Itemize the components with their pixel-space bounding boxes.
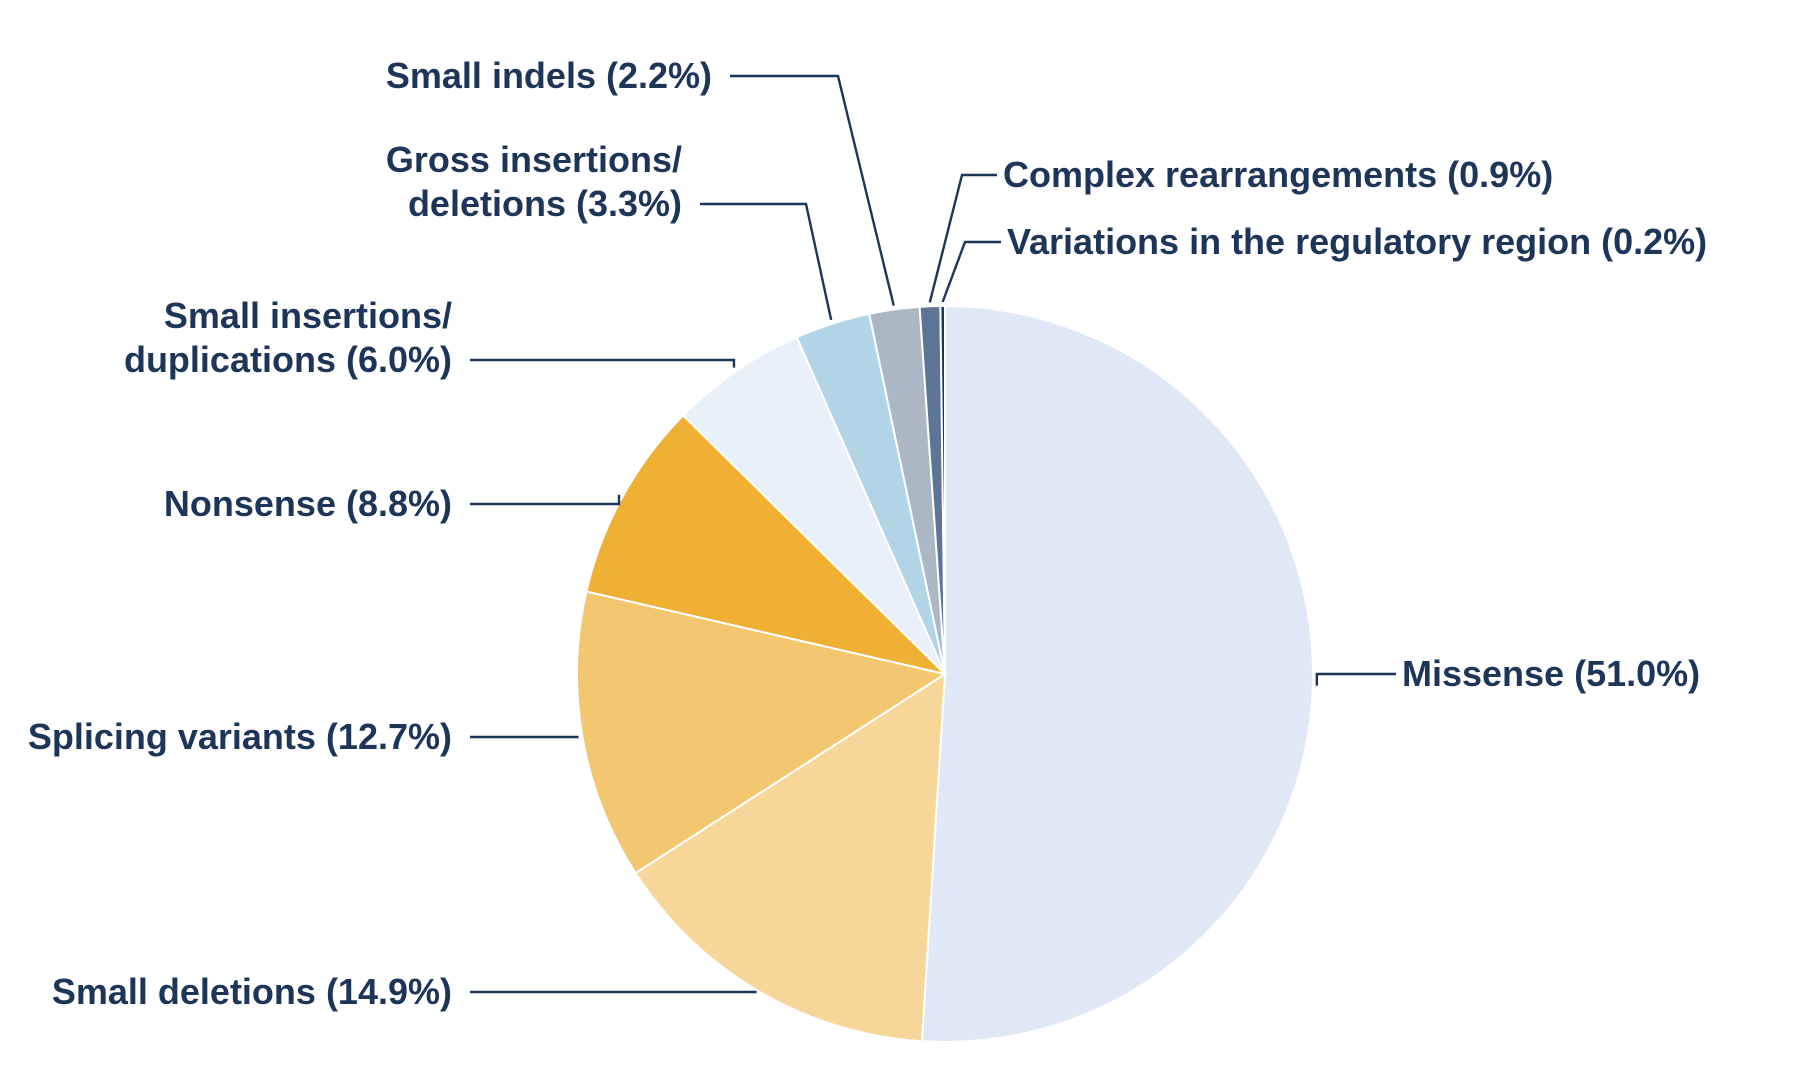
leader-line [470, 494, 621, 506]
pie-slice-small-deletions [634, 672, 947, 1043]
slice-label: Nonsense (8.8%) [164, 483, 452, 524]
pie-slice-small-insertions-duplications [681, 335, 946, 675]
slice-label: Splicing variants (12.7%) [28, 716, 452, 757]
slice-label: Gross insertions/deletions (3.3%) [386, 139, 682, 224]
slice-labels: Missense (51.0%) Small deletions (14.9%) S… [28, 55, 1707, 1012]
leader-line [730, 74, 895, 306]
pie-slice-nonsense [585, 414, 949, 676]
leader-line [470, 358, 736, 368]
slice-label: Complex rearrangements (0.9%) [1003, 154, 1553, 195]
slice-label: Small indels (2.2%) [386, 55, 712, 96]
leader-line [941, 240, 1001, 303]
slice-label: Missense (51.0%) [1402, 653, 1700, 694]
slice-label: Small insertions/duplications (6.0%) [124, 295, 452, 380]
leader-line [700, 202, 833, 321]
slice-label: Small deletions (14.9%) [52, 971, 452, 1012]
pie-slice-splicing-variants [576, 590, 948, 875]
slice-label: Variations in the regulatory region (0.2… [1007, 221, 1707, 262]
pie-slices [576, 304, 1315, 1043]
pie-slice-missense [920, 304, 1315, 1043]
leader-lines [470, 74, 1396, 994]
leader-line [1315, 672, 1396, 686]
leader-line [928, 173, 997, 303]
pie-slice-variations-in-the-regulatory-region [939, 304, 946, 675]
